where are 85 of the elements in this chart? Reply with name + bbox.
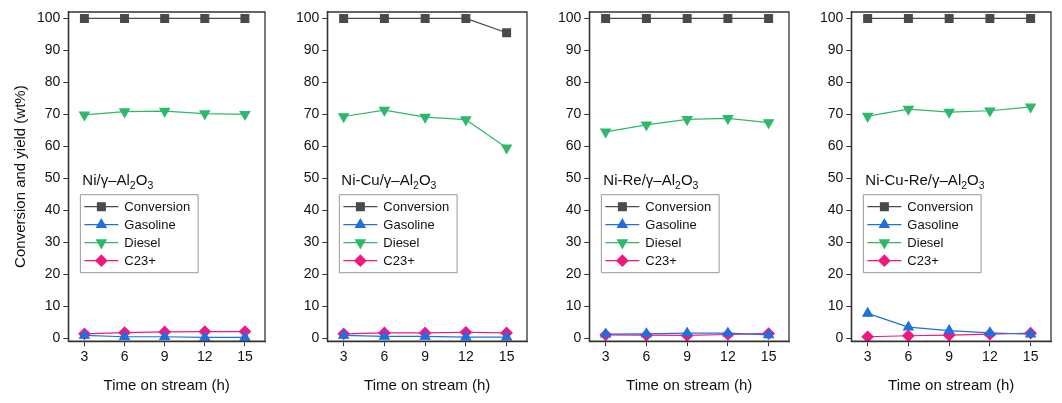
x-axis-title: Time on stream (h): [888, 376, 1015, 394]
legend-label: C23+: [645, 253, 677, 269]
y-tick-label: 90: [565, 41, 582, 58]
y-tick-label: 30: [565, 232, 582, 249]
y-tick-label: 60: [303, 137, 320, 154]
y-tick-label: 60: [827, 137, 844, 154]
legend-label: Diesel: [645, 235, 682, 251]
legend-label: C23+: [124, 253, 156, 269]
legend-label: Diesel: [124, 235, 161, 251]
y-tick-label: 30: [44, 232, 61, 249]
x-tick-label: 9: [945, 348, 954, 365]
x-tick-label: 12: [982, 348, 998, 365]
legend-label: Gasoline: [907, 217, 959, 233]
legend-label: Conversion: [383, 199, 450, 215]
x-tick-label: 15: [498, 348, 515, 365]
y-tick-label: 50: [827, 169, 844, 186]
legend-label: Gasoline: [645, 217, 697, 233]
y-tick-label: 10: [565, 296, 582, 313]
legend-label: C23+: [383, 253, 415, 269]
y-tick-label: 50: [303, 169, 320, 186]
x-tick-label: 15: [1022, 348, 1039, 365]
y-tick-label: 40: [303, 201, 320, 218]
y-tick-label: 100: [558, 9, 582, 26]
x-tick-label: 6: [120, 348, 129, 365]
y-tick-label: 20: [565, 264, 582, 281]
x-tick-label: 6: [904, 348, 913, 365]
x-axis-title: Time on stream (h): [364, 376, 491, 394]
y-tick-label: 0: [311, 328, 320, 345]
y-tick-label: 70: [303, 105, 320, 122]
y-tick-label: 100: [820, 9, 844, 26]
x-tick-label: 6: [642, 348, 651, 365]
y-tick-label: 80: [827, 73, 844, 90]
legend-label: Diesel: [383, 235, 420, 251]
x-tick-label: 12: [197, 348, 213, 365]
x-tick-label: 6: [380, 348, 389, 365]
y-tick-label: 80: [565, 73, 582, 90]
y-tick-label: 20: [303, 264, 320, 281]
x-tick-label: 15: [237, 348, 253, 365]
x-tick-label: 12: [720, 348, 736, 365]
y-tick-label: 70: [44, 105, 61, 122]
x-tick-label: 15: [760, 348, 777, 365]
x-axis-title: Time on stream (h): [626, 376, 753, 394]
legend-label: Gasoline: [383, 217, 435, 233]
x-tick-label: 3: [80, 348, 89, 365]
y-tick-label: 90: [827, 41, 844, 58]
y-tick-label: 70: [565, 105, 582, 122]
y-tick-label: 60: [44, 137, 61, 154]
x-tick-label: 9: [683, 348, 692, 365]
y-tick-label: 10: [44, 296, 61, 313]
y-tick-label: 90: [303, 41, 320, 58]
y-tick-label: 100: [37, 9, 61, 26]
y-tick-label: 20: [44, 264, 61, 281]
y-tick-label: 30: [303, 232, 320, 249]
y-tick-label: 20: [827, 264, 844, 281]
x-tick-label: 12: [458, 348, 474, 365]
y-tick-label: 0: [573, 328, 582, 345]
y-tick-label: 40: [44, 201, 61, 218]
y-tick-label: 100: [296, 9, 320, 26]
y-tick-label: 90: [44, 41, 61, 58]
y-tick-label: 70: [827, 105, 844, 122]
y-tick-label: 0: [835, 328, 844, 345]
x-tick-label: 9: [160, 348, 169, 365]
x-tick-label: 9: [421, 348, 430, 365]
y-tick-label: 10: [827, 296, 844, 313]
y-tick-label: 50: [565, 169, 582, 186]
y-tick-label: 40: [827, 201, 844, 218]
legend-label: C23+: [907, 253, 939, 269]
y-tick-label: 80: [303, 73, 320, 90]
y-tick-label: 30: [827, 232, 844, 249]
legend-label: Conversion: [907, 199, 974, 215]
y-tick-label: 50: [44, 169, 61, 186]
legend-label: Gasoline: [124, 217, 176, 233]
legend-label: Conversion: [645, 199, 712, 215]
y-tick-label: 60: [565, 137, 582, 154]
y-tick-label: 0: [52, 328, 61, 345]
x-tick-label: 3: [601, 348, 610, 365]
legend-label: Conversion: [124, 199, 191, 215]
x-tick-label: 3: [339, 348, 348, 365]
x-tick-label: 3: [863, 348, 872, 365]
y-tick-label: 80: [44, 73, 61, 90]
y-axis-title: Conversion and yield (wt%): [11, 85, 29, 268]
y-tick-label: 10: [303, 296, 320, 313]
x-axis-title: Time on stream (h): [103, 376, 230, 394]
y-tick-label: 40: [565, 201, 582, 218]
legend-label: Diesel: [907, 235, 944, 251]
